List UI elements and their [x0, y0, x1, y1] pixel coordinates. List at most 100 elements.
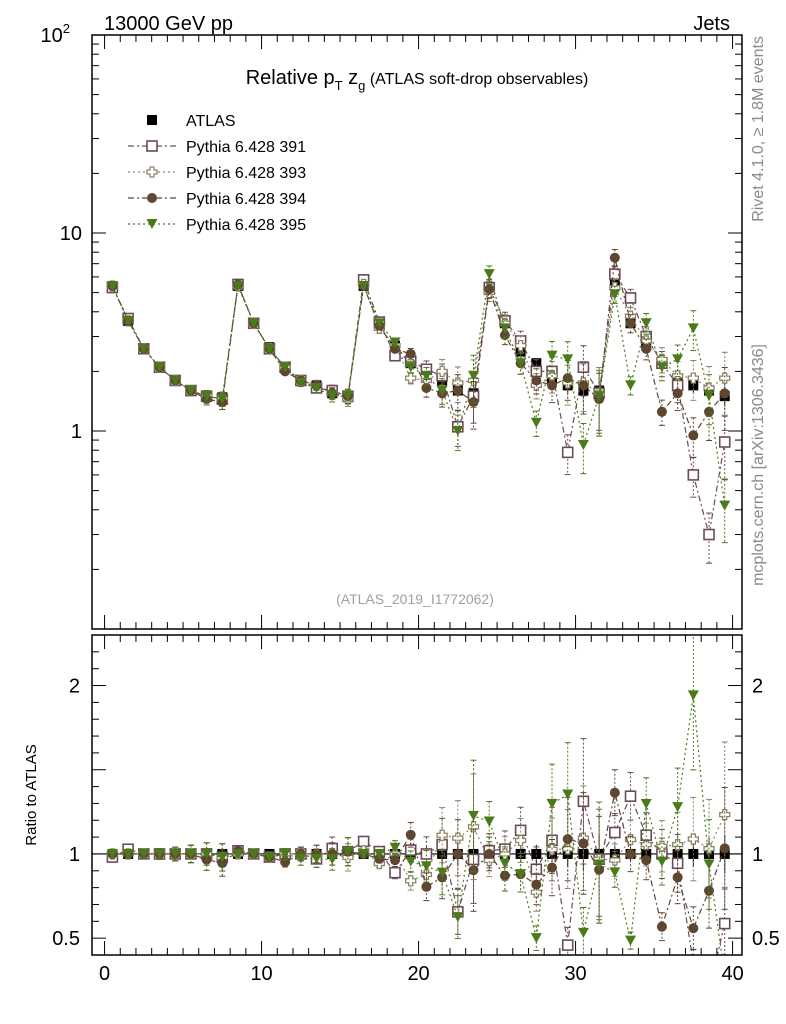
- ratio-point: [405, 856, 417, 867]
- data-point: [358, 280, 370, 291]
- title-sub-g: g: [358, 78, 365, 93]
- ratio-point: [499, 858, 511, 869]
- ratio-point: [452, 848, 463, 859]
- ratio-point: [106, 848, 118, 859]
- x-tick-label: 40: [721, 963, 743, 985]
- data-point: [688, 430, 699, 441]
- ratio-point: [625, 935, 637, 946]
- ratio-point: [687, 833, 699, 845]
- series-p394: [107, 249, 730, 459]
- ratio-point: [295, 853, 307, 864]
- ratio-point: [436, 867, 448, 878]
- ratio-point: [609, 854, 621, 866]
- data-point: [718, 436, 731, 448]
- legend-marker: [146, 140, 158, 152]
- data-point: [169, 375, 181, 386]
- ratio-point: [687, 690, 699, 701]
- legend-marker: [147, 115, 157, 125]
- legend: ATLAS Pythia 6.428 391 Pythia 6.428 393 Pyt…: [128, 113, 306, 234]
- data-point: [468, 370, 480, 381]
- data-point: [389, 337, 401, 348]
- data-point: [232, 280, 244, 291]
- ratio-point: [437, 848, 448, 859]
- ratio-point: [562, 789, 574, 800]
- ratio-point: [390, 855, 401, 866]
- ratio-point: [531, 879, 542, 890]
- ratio-point: [279, 848, 291, 859]
- ratio-point: [704, 986, 714, 996]
- ratio-point: [640, 799, 652, 810]
- ratio-point: [609, 826, 621, 839]
- data-point: [531, 375, 542, 386]
- ratio-point: [719, 808, 731, 821]
- ratio-point: [484, 848, 495, 859]
- ratio-series-p393: [106, 741, 731, 917]
- ratio-tick-label-right: 2: [752, 676, 763, 698]
- data-point: [547, 380, 558, 391]
- ratio-point: [436, 829, 448, 841]
- ratio-point: [641, 855, 652, 866]
- ratio-point: [405, 875, 417, 887]
- ratio-point: [358, 848, 370, 859]
- ratio-point: [169, 848, 181, 859]
- data-point: [154, 362, 166, 373]
- ratio-point: [138, 848, 150, 859]
- data-point: [530, 417, 542, 428]
- x-tick-label: 10: [250, 963, 272, 985]
- ratio-point: [389, 842, 401, 853]
- legend-label: ATLAS: [186, 113, 236, 130]
- series-line: [111, 273, 726, 506]
- ratio-point: [217, 858, 228, 869]
- data-point: [625, 318, 636, 329]
- header-left: 13000 GeV pp: [104, 13, 233, 35]
- data-point: [420, 370, 432, 381]
- legend-label: Pythia 6.428 393: [186, 165, 306, 182]
- data-point: [577, 439, 589, 450]
- data-point: [687, 372, 699, 384]
- ratio-panel: [106, 635, 731, 996]
- ratio-point: [672, 802, 684, 813]
- series-line: [111, 272, 726, 535]
- data-point: [578, 380, 589, 391]
- ratio-point: [467, 821, 480, 833]
- ratio-point: [263, 852, 275, 863]
- data-point: [436, 385, 448, 396]
- ratio-point: [624, 833, 637, 846]
- data-point: [531, 358, 542, 369]
- ratio-point: [515, 869, 527, 880]
- data-point: [452, 426, 464, 436]
- ratio-point: [609, 867, 621, 878]
- ratio-point: [624, 790, 637, 803]
- ratio-point: [656, 856, 668, 867]
- ratio-point: [452, 912, 464, 923]
- ratio-point: [704, 885, 715, 896]
- data-point: [483, 269, 495, 280]
- ratio-series-p395: [106, 635, 723, 955]
- ratio-point: [389, 866, 401, 879]
- data-point: [185, 385, 197, 396]
- data-point: [122, 315, 134, 326]
- data-point: [703, 528, 715, 541]
- ratio-point: [483, 816, 495, 827]
- ratio-point: [405, 829, 416, 840]
- legend-marker: [146, 219, 158, 229]
- ratio-point: [514, 834, 527, 847]
- chart-title: Relative pT zg (ATLAS soft-drop observab…: [246, 67, 589, 93]
- data-point: [640, 318, 652, 329]
- data-point: [216, 394, 228, 405]
- series-line: [111, 283, 726, 400]
- ratio-tick-label: 1: [69, 844, 80, 866]
- ratio-point: [468, 810, 480, 821]
- x-tick-label: 0: [99, 963, 110, 985]
- ratio-frame: [91, 634, 743, 956]
- ratio-point: [546, 798, 558, 809]
- series-p391: [106, 265, 731, 564]
- data-point: [625, 380, 637, 391]
- ratio-series-line: [112, 794, 726, 955]
- ratio-point: [609, 848, 620, 859]
- series-p393: [106, 278, 731, 431]
- ratio-point: [609, 787, 620, 798]
- data-point: [562, 354, 574, 365]
- ratio-point: [688, 923, 699, 934]
- data-point: [263, 343, 275, 354]
